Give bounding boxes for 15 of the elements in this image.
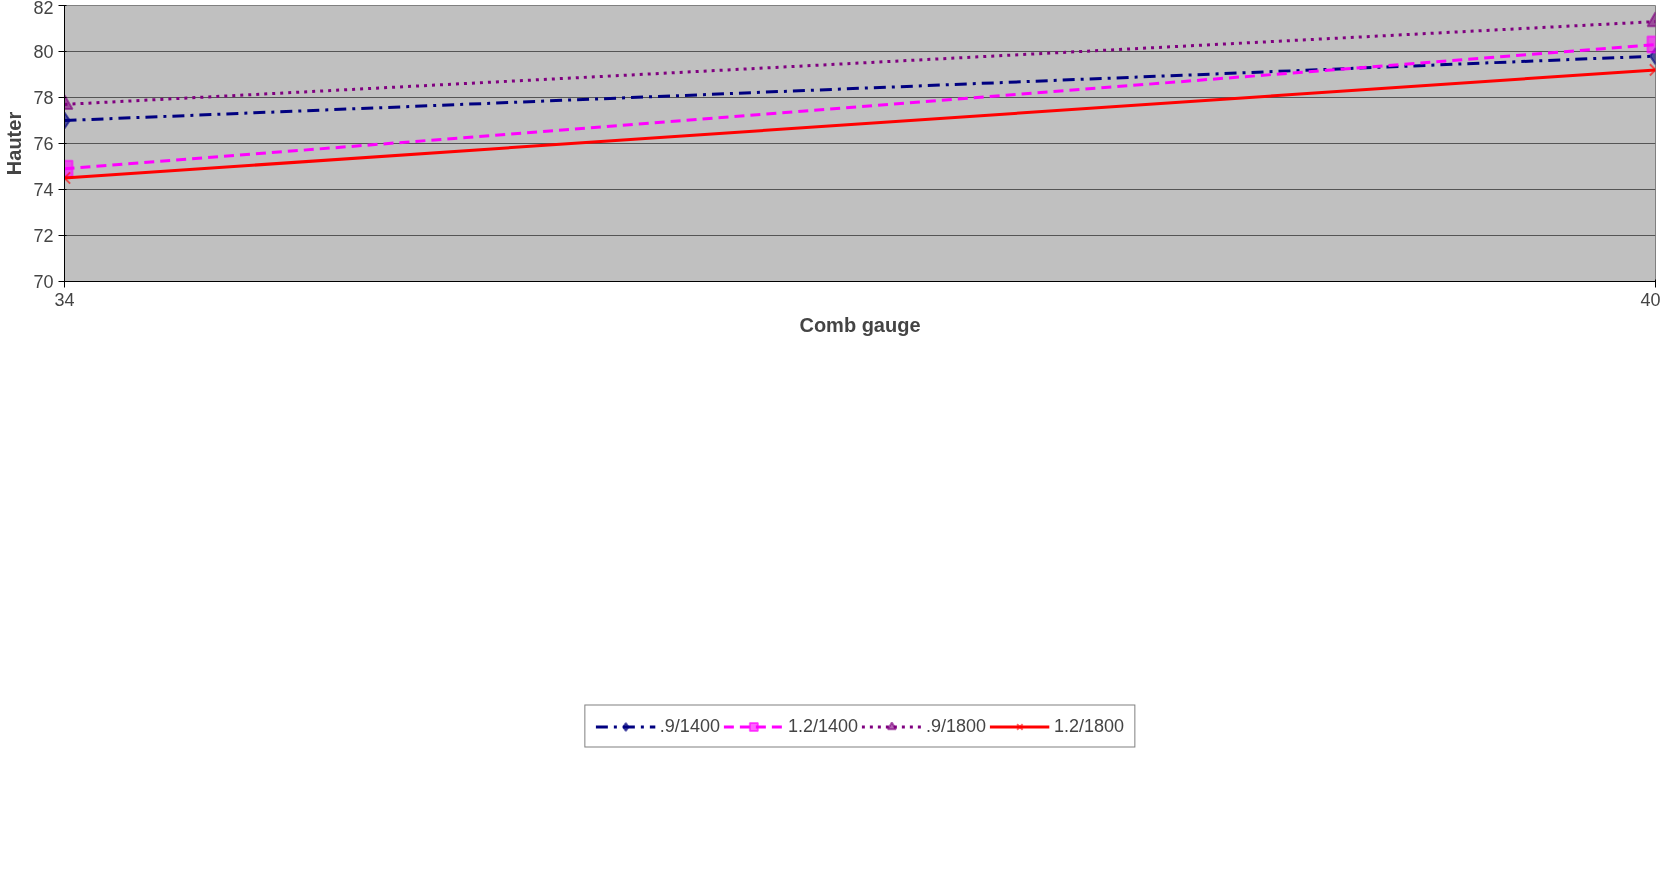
y-tick-label: 82: [33, 0, 54, 18]
y-tick-label: 78: [33, 88, 54, 108]
legend-label: .9/1800: [926, 715, 987, 737]
x-axis-title: Comb gauge: [799, 313, 921, 336]
y-axis-title: Hauter: [3, 111, 26, 176]
x-tick-label: 34: [54, 289, 75, 310]
y-tick-label: 74: [33, 180, 54, 200]
y-tick-label: 80: [33, 42, 54, 62]
y-tick-label: 72: [33, 226, 54, 246]
x-tick-label: 40: [1640, 289, 1661, 310]
legend-label: 1.2/1800: [1054, 715, 1125, 737]
legend-label: .9/1400: [659, 715, 720, 737]
y-tick-label: 70: [33, 272, 54, 292]
y-tick-label: 76: [33, 134, 54, 154]
legend-label: 1.2/1400: [787, 715, 858, 737]
